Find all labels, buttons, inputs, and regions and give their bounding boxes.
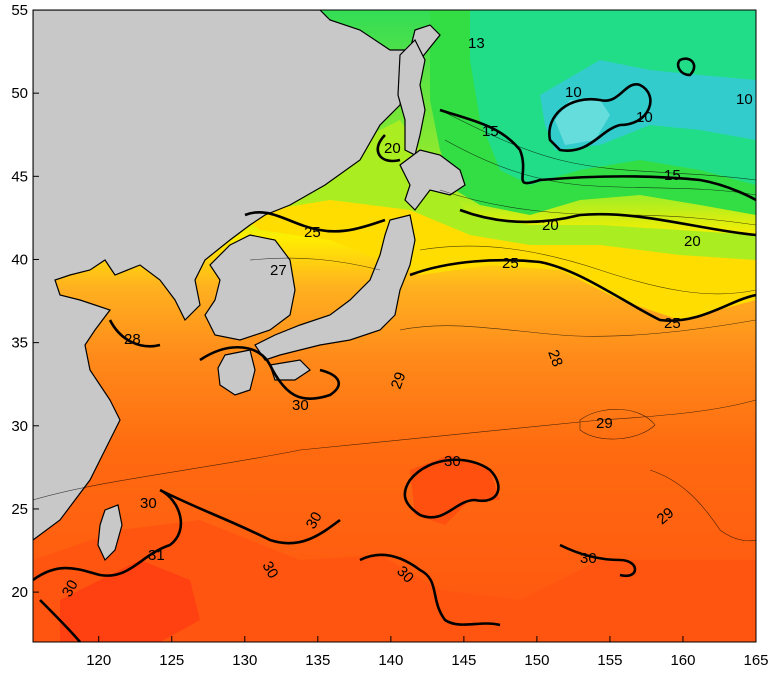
- contour-label: 25: [304, 224, 321, 241]
- plot-frame: [32, 9, 757, 643]
- y-tick-label: 25: [11, 501, 28, 518]
- contour-label: 25: [502, 255, 519, 272]
- sakhalin: [397, 38, 426, 156]
- x-tick-label: 130: [232, 652, 257, 669]
- contour-label: 29: [388, 370, 410, 391]
- contour-label: 20: [542, 217, 559, 234]
- x-tick-label: 150: [524, 652, 549, 669]
- x-tick-label: 135: [305, 652, 330, 669]
- isotherm-30f: [39, 599, 81, 642]
- contour-label: 28: [544, 348, 566, 369]
- taiwan: [97, 504, 123, 562]
- y-tick-label: 45: [11, 168, 28, 185]
- y-tick-label: 35: [11, 335, 28, 352]
- y-tick-label: 50: [11, 85, 28, 102]
- y-tick-label: 40: [11, 251, 28, 268]
- sst-band-cold-core: [555, 100, 610, 145]
- x-tick-label: 145: [451, 652, 476, 669]
- contour-labels: 13 10 10 10 15 15 20 20 20 25 25 25 27 2…: [59, 35, 753, 600]
- contour-label: 27: [270, 262, 287, 279]
- landmass: [33, 10, 466, 562]
- isotherm-10a: [548, 83, 652, 152]
- contour-label: 30: [303, 509, 326, 532]
- shikoku: [269, 359, 311, 381]
- x-tick-label: 155: [597, 652, 622, 669]
- isotherm-28: [108, 319, 161, 348]
- honshu: [254, 214, 416, 361]
- contour-label: 20: [384, 140, 401, 157]
- isotherm-20: [376, 134, 756, 237]
- thin-isotherms: [33, 109, 756, 542]
- contour-label: 13: [468, 35, 485, 52]
- isotherm-25: [244, 210, 756, 322]
- contour-label: 15: [664, 167, 681, 184]
- isotherm-15: [439, 108, 756, 202]
- contour-label: 31: [148, 547, 165, 564]
- contour-label: 30: [444, 453, 461, 470]
- thick-isotherms: [33, 57, 756, 642]
- x-tick-label: 140: [378, 652, 403, 669]
- sst-band-30-south: [33, 520, 756, 642]
- contour-label: 25: [664, 315, 681, 332]
- hokkaido: [399, 149, 466, 211]
- isotherm-30a: [199, 346, 340, 400]
- y-tick-label: 55: [11, 2, 28, 19]
- isotherm-10b: [676, 57, 696, 77]
- kyushu: [217, 349, 256, 396]
- map-field: [33, 10, 756, 642]
- sst-band-31: [60, 560, 200, 642]
- x-tick-label: 125: [159, 652, 184, 669]
- x-axis: 120 125 130 135 140 145 150 155 160 165: [86, 636, 769, 669]
- y-tick-label: 30: [11, 418, 28, 435]
- isotherm-30b: [403, 458, 500, 519]
- contour-label: 10: [736, 91, 753, 108]
- x-tick-label: 165: [743, 652, 768, 669]
- contour-label: 30: [292, 397, 309, 414]
- contour-label: 30: [59, 577, 82, 600]
- contour-label: 10: [636, 109, 653, 126]
- contour-label: 20: [684, 233, 701, 250]
- contour-label: 30: [580, 550, 597, 567]
- isotherm-30c: [33, 488, 341, 582]
- contour-label: 28: [124, 331, 141, 348]
- sst-band-30-pool: [410, 455, 500, 525]
- contour-label: 30: [140, 495, 157, 512]
- asia-mainland: [33, 10, 441, 541]
- contour-label: 15: [482, 123, 499, 140]
- contour-label: 30: [259, 559, 282, 582]
- isotherm-30e: [559, 543, 637, 578]
- korean-peninsula: [204, 234, 296, 341]
- contour-label: 29: [596, 415, 613, 432]
- y-tick-label: 20: [11, 584, 28, 601]
- contour-label: 10: [565, 84, 582, 101]
- isotherm-30d: [359, 553, 501, 627]
- x-tick-label: 160: [670, 652, 695, 669]
- x-tick-label: 120: [86, 652, 111, 669]
- y-axis: 20 25 30 35 40 45 50 55: [11, 2, 39, 601]
